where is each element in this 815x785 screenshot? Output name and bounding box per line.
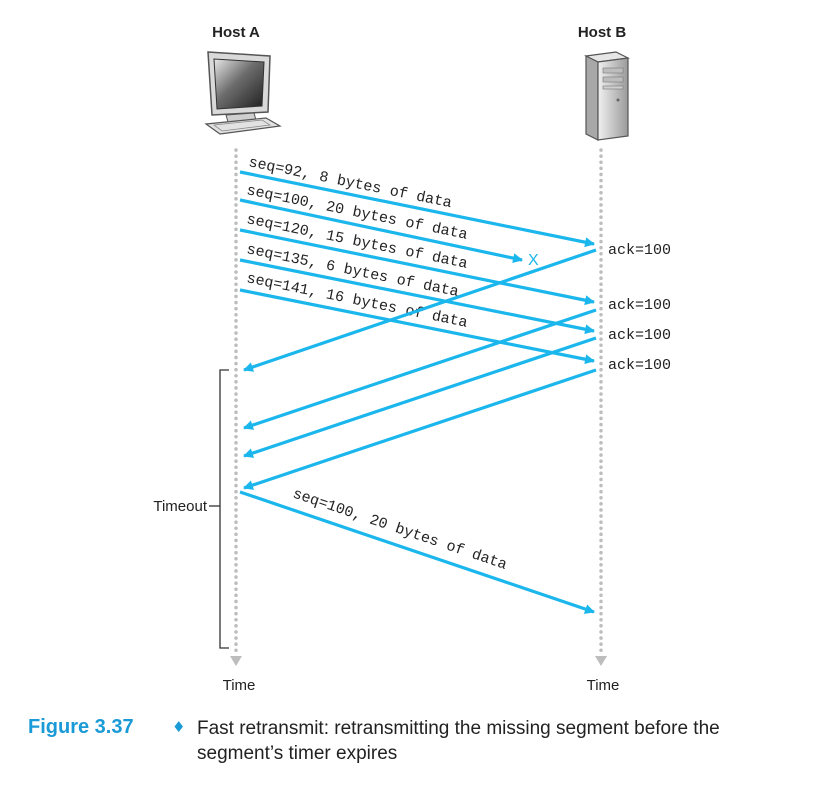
- fast-retransmit-diagram: Host A Host B Time Time Timeout X seq=92…: [153, 24, 671, 694]
- retransmission-label: seq=100, 20 bytes of data: [290, 486, 509, 574]
- ack-label-2: ack=100: [608, 297, 671, 314]
- ack-label-4: ack=100: [608, 357, 671, 374]
- host-b-time-arrowhead: [595, 656, 607, 666]
- lost-segment-marker: X: [528, 252, 539, 269]
- ack-arrow-4: [243, 368, 597, 490]
- host-a-label: Host A: [212, 24, 260, 41]
- segment-arrow-seq-120: [239, 228, 595, 306]
- timeout-bracket: [219, 369, 229, 649]
- caption-bullet-icon: ♦: [172, 718, 186, 736]
- host-a-time-arrowhead: [230, 656, 242, 666]
- segment-arrow-seq-141: [239, 288, 595, 365]
- desktop-computer-icon: [204, 51, 282, 135]
- segment-arrow-seq-92: [239, 170, 595, 248]
- ack-label-1: ack=100: [608, 242, 671, 259]
- segment-arrow-seq-135: [239, 258, 595, 335]
- segment-arrow-seq-100-lost: [239, 198, 523, 264]
- host-a-time-label: Time: [223, 677, 256, 694]
- ack-arrow-1: [243, 248, 597, 372]
- ack-arrow-3: [243, 336, 597, 458]
- retransmission-arrow: [239, 490, 595, 614]
- ack-arrow-2: [243, 308, 597, 430]
- server-tower-icon: [583, 51, 631, 141]
- figure-number: Figure 3.37: [28, 716, 134, 738]
- timeout-label: Timeout: [153, 498, 207, 515]
- figure-caption: Fast retransmit: retransmitting the miss…: [197, 718, 720, 764]
- host-b-time-label: Time: [587, 677, 620, 694]
- host-b-label: Host B: [578, 24, 627, 41]
- ack-label-3: ack=100: [608, 327, 671, 344]
